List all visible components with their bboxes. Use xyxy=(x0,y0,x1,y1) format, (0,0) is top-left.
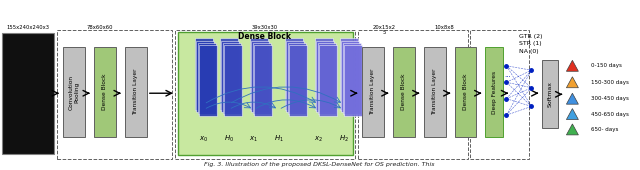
Text: $x_1$: $x_1$ xyxy=(249,135,258,144)
FancyBboxPatch shape xyxy=(2,33,54,154)
Text: $H_1$: $H_1$ xyxy=(274,134,284,144)
FancyBboxPatch shape xyxy=(224,45,243,116)
Text: 300-450 days: 300-450 days xyxy=(591,96,629,101)
Bar xyxy=(358,30,467,159)
FancyBboxPatch shape xyxy=(63,47,85,137)
Text: 650- days: 650- days xyxy=(591,127,619,132)
Polygon shape xyxy=(566,124,579,135)
FancyBboxPatch shape xyxy=(543,60,559,128)
FancyBboxPatch shape xyxy=(317,43,335,114)
Polygon shape xyxy=(566,77,579,88)
FancyBboxPatch shape xyxy=(223,43,241,114)
Text: Deep Features: Deep Features xyxy=(492,71,497,114)
FancyBboxPatch shape xyxy=(286,41,304,112)
Text: 155x240x240x3: 155x240x240x3 xyxy=(6,25,49,30)
Text: Dense Block: Dense Block xyxy=(238,32,291,41)
FancyBboxPatch shape xyxy=(178,32,353,155)
Text: STR (1): STR (1) xyxy=(520,41,542,46)
FancyBboxPatch shape xyxy=(454,47,477,137)
Text: GTR (2): GTR (2) xyxy=(520,34,543,39)
Text: Fig. 3. Illustration of the proposed DKSL-DenseNet for OS prediction. This: Fig. 3. Illustration of the proposed DKS… xyxy=(204,162,435,167)
Text: Dense Block: Dense Block xyxy=(401,74,406,110)
Text: Transition Layer: Transition Layer xyxy=(370,69,375,115)
FancyBboxPatch shape xyxy=(315,38,333,110)
FancyBboxPatch shape xyxy=(196,41,214,112)
Text: 78x60x60: 78x60x60 xyxy=(86,25,113,30)
Text: 20x15x2: 20x15x2 xyxy=(373,25,396,30)
FancyBboxPatch shape xyxy=(253,43,271,114)
Bar xyxy=(470,30,529,159)
FancyBboxPatch shape xyxy=(392,47,415,137)
FancyBboxPatch shape xyxy=(424,47,445,137)
Bar xyxy=(175,30,355,159)
Text: Transition Layer: Transition Layer xyxy=(432,69,437,115)
Text: 450-650 days: 450-650 days xyxy=(591,112,629,117)
Text: $H_2$: $H_2$ xyxy=(339,134,349,144)
FancyBboxPatch shape xyxy=(340,38,358,110)
Text: 10x8x8: 10x8x8 xyxy=(435,25,454,30)
FancyBboxPatch shape xyxy=(221,41,239,112)
Text: Convolution
Pooling: Convolution Pooling xyxy=(68,75,79,110)
FancyBboxPatch shape xyxy=(342,43,360,114)
FancyBboxPatch shape xyxy=(220,38,237,110)
Polygon shape xyxy=(566,109,579,120)
FancyBboxPatch shape xyxy=(125,47,147,137)
FancyBboxPatch shape xyxy=(254,45,272,116)
FancyBboxPatch shape xyxy=(250,38,268,110)
Text: 150-300 days: 150-300 days xyxy=(591,80,629,85)
Text: Dense Block: Dense Block xyxy=(463,74,468,110)
Text: $x_0$: $x_0$ xyxy=(199,135,209,144)
Text: Softmax: Softmax xyxy=(548,81,553,107)
FancyBboxPatch shape xyxy=(288,43,306,114)
FancyBboxPatch shape xyxy=(195,38,212,110)
FancyBboxPatch shape xyxy=(199,45,217,116)
Polygon shape xyxy=(566,93,579,104)
Text: NA (0): NA (0) xyxy=(520,49,539,54)
FancyBboxPatch shape xyxy=(94,47,116,137)
Bar xyxy=(57,30,172,159)
Text: ...: ... xyxy=(504,72,511,78)
FancyBboxPatch shape xyxy=(198,43,216,114)
Polygon shape xyxy=(566,60,579,71)
Text: 5: 5 xyxy=(383,30,387,35)
FancyBboxPatch shape xyxy=(285,38,303,110)
Text: $H_0$: $H_0$ xyxy=(224,134,234,144)
FancyBboxPatch shape xyxy=(486,47,504,137)
FancyBboxPatch shape xyxy=(316,41,334,112)
FancyBboxPatch shape xyxy=(344,45,362,116)
FancyBboxPatch shape xyxy=(362,47,383,137)
Text: 0-150 days: 0-150 days xyxy=(591,63,622,68)
Text: $x_2$: $x_2$ xyxy=(314,135,323,144)
Text: Transition Layer: Transition Layer xyxy=(133,69,138,115)
FancyBboxPatch shape xyxy=(252,41,269,112)
Text: Dense Block: Dense Block xyxy=(102,74,108,110)
FancyBboxPatch shape xyxy=(289,45,307,116)
FancyBboxPatch shape xyxy=(341,41,359,112)
FancyBboxPatch shape xyxy=(319,45,337,116)
Text: 39x30x30: 39x30x30 xyxy=(252,25,278,30)
